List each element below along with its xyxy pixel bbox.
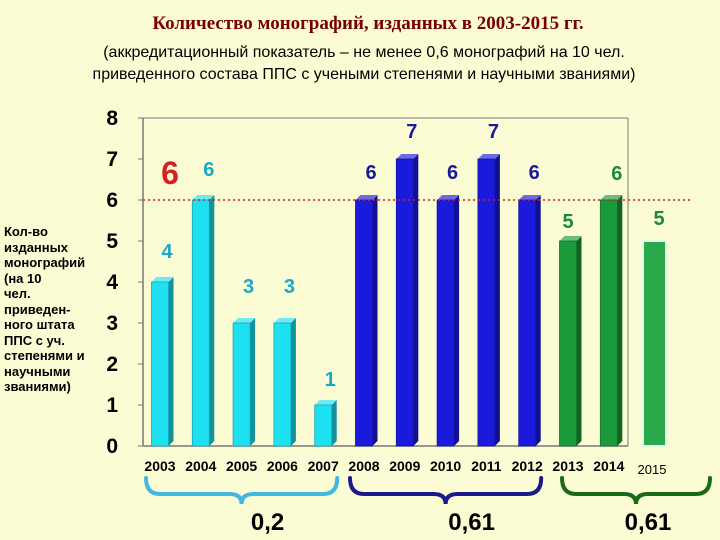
bar-value-label: 5: [562, 211, 573, 233]
bar-top: [437, 195, 460, 200]
bar-top: [600, 195, 623, 200]
y-axis-label-line: ного штата: [4, 317, 75, 332]
bar: [599, 199, 618, 447]
x-tick-label: 2014: [593, 458, 624, 474]
bar-side: [494, 154, 500, 446]
y-axis-label-line: монографий: [4, 255, 86, 270]
bar-top: [355, 195, 378, 200]
chart-subtitle-line-1: (аккредитационный показатель – не менее …: [103, 44, 625, 61]
bar-top: [151, 277, 174, 282]
y-axis-label-line: степенями и: [4, 348, 85, 363]
bar: [518, 199, 537, 447]
bar-side: [372, 195, 378, 446]
x-tick-label: 2006: [267, 458, 298, 474]
bar-value-label: 3: [243, 276, 254, 298]
x-tick-label: 2007: [308, 458, 339, 474]
x-tick-label: 2003: [144, 458, 175, 474]
x-tick-label: 2015: [638, 462, 667, 477]
bar-value-label: 6: [611, 163, 622, 185]
bar: [191, 199, 210, 447]
bar-value-label: 6: [529, 162, 540, 184]
bar-top: [273, 318, 296, 323]
bar-side: [576, 236, 582, 446]
bar-top: [396, 154, 419, 159]
y-tick-label: 2: [106, 353, 118, 376]
bar-value-label: 3: [284, 276, 295, 298]
y-tick-label: 6: [106, 189, 118, 212]
group-average-label: 0,2: [251, 509, 284, 536]
bar-top: [518, 195, 541, 200]
chart-title: Количество монографий, изданных в 2003-2…: [152, 13, 583, 34]
bar: [436, 199, 455, 447]
y-axis-label-line: ППС с уч.: [4, 332, 65, 348]
group-brace: [348, 476, 544, 505]
y-axis-label-line: приведен-: [4, 301, 71, 317]
chart-subtitle-line-2: приведенного состава ППС с учеными степе…: [93, 66, 636, 83]
bar-side: [617, 195, 623, 446]
bar-value-label: 7: [406, 121, 417, 143]
bar-value-label: 7: [488, 121, 499, 143]
group-average-label: 0,61: [625, 509, 672, 536]
bar: [395, 158, 414, 447]
bar-side: [209, 195, 215, 446]
bar: [273, 322, 292, 447]
bar-side: [250, 318, 256, 446]
group-average-label: 0,61: [448, 509, 495, 536]
x-tick-label: 2004: [185, 458, 216, 474]
y-axis-label-line: (на 10: [4, 270, 42, 286]
y-axis-label-line: научными: [4, 363, 71, 379]
bar: [355, 199, 373, 447]
bar: [314, 404, 333, 447]
bar-side: [454, 195, 460, 446]
x-tick-label: 2005: [226, 458, 257, 474]
bar: [151, 281, 169, 447]
bar-value-label: 1: [325, 369, 336, 391]
bar-value-label: 6: [365, 162, 376, 184]
x-tick-label: 2013: [552, 458, 583, 474]
group-brace: [560, 476, 712, 505]
bar-top: [233, 318, 256, 323]
bar-side: [535, 195, 541, 446]
y-tick-label: 7: [106, 148, 118, 171]
bar-top: [559, 236, 582, 241]
bar-side: [413, 154, 419, 446]
y-tick-label: 8: [106, 107, 118, 130]
bar-value-label: 6: [447, 162, 458, 184]
x-tick-label: 2009: [389, 458, 420, 474]
bar: [642, 240, 667, 447]
bar: [559, 240, 577, 447]
x-tick-label: 2011: [471, 458, 502, 474]
y-tick-label: 3: [106, 312, 118, 335]
y-axis-label-line: Кол-во: [4, 224, 48, 239]
y-tick-label: 1: [106, 394, 118, 417]
y-axis-label-line: званиями): [4, 379, 71, 394]
bar-side: [290, 318, 296, 446]
bar-top: [192, 195, 215, 200]
group-brace: [144, 476, 340, 505]
bar-side: [331, 400, 337, 446]
y-axis-label-line: изданных: [4, 239, 68, 255]
y-axis-label-line: чел.: [4, 286, 31, 301]
bar-value-label: 6: [203, 159, 214, 181]
bar: [232, 322, 251, 447]
bar-value-label: 4: [161, 241, 173, 263]
x-tick-label: 2012: [512, 458, 543, 474]
bar: [477, 158, 496, 447]
bar-top: [314, 400, 337, 405]
y-axis-label: Кол-во изданных монографий (на 10 чел. п…: [4, 224, 114, 395]
bar-value-label: 5: [653, 208, 664, 230]
x-tick-label: 2010: [430, 458, 461, 474]
bar-side: [168, 277, 174, 446]
threshold-label: 6: [161, 155, 179, 191]
bar-top: [477, 154, 500, 159]
y-tick-label: 5: [106, 230, 118, 253]
x-tick-label: 2008: [348, 458, 379, 474]
y-tick-label: 0: [106, 435, 118, 458]
y-tick-label: 4: [106, 271, 118, 294]
